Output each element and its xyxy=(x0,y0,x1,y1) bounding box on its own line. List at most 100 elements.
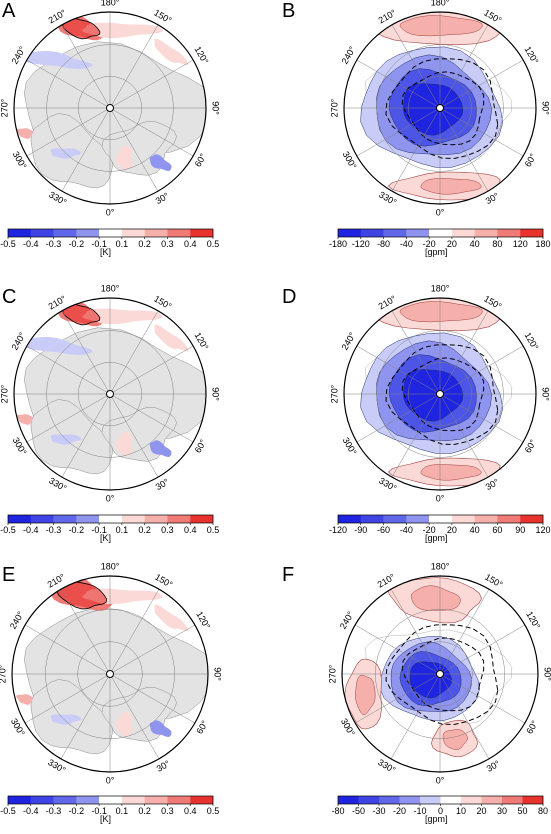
warm-anomaly xyxy=(82,22,163,39)
colorbar-frame xyxy=(7,228,214,238)
colorbar-tick-label: -30 xyxy=(372,806,385,816)
colorbar-tick-label: -60 xyxy=(377,525,390,535)
longitude-label: 270° xyxy=(327,664,337,683)
colorbar-tick-label: -0.1 xyxy=(91,806,107,816)
warm-anomaly xyxy=(82,308,163,325)
climatology-contour xyxy=(385,58,499,159)
meridian-line xyxy=(356,393,441,443)
colorbar-tick-label: 0.5 xyxy=(207,806,220,816)
colorbar-unit: [gpm] xyxy=(425,814,448,824)
positive-anomaly-contour xyxy=(399,15,483,37)
panel-label: D xyxy=(282,286,297,308)
colorbar-segment xyxy=(190,515,214,523)
meridian-line xyxy=(109,107,159,192)
meridian-line xyxy=(109,24,159,109)
colorbar-tick-label: -80 xyxy=(331,806,344,816)
colorbar-segment xyxy=(474,515,498,523)
colorbar-segment xyxy=(360,229,384,237)
colorbar-tick-label: 40 xyxy=(470,525,480,535)
colorbar-tick-label: 0.1 xyxy=(116,239,129,249)
cold-anomaly xyxy=(50,714,82,725)
map-border xyxy=(13,11,207,205)
meridian-line xyxy=(109,624,195,675)
meridian-line xyxy=(439,107,524,157)
longitude-label: 30° xyxy=(484,476,501,492)
climatology-contour xyxy=(385,344,499,445)
meridian-line xyxy=(26,107,111,157)
polar-map-geopotential: 180°150°120°90°60°30°0°330°300°270°240°2… xyxy=(329,283,551,535)
pole-marker xyxy=(106,670,114,678)
colorbar-segment xyxy=(99,229,123,237)
panel-label: E xyxy=(2,564,16,586)
positive-anomaly-contour xyxy=(442,729,468,750)
meridian-line xyxy=(60,589,111,675)
colorbar-segment xyxy=(338,796,359,804)
longitude-label: 90° xyxy=(211,387,221,401)
colorbar-tick-label: -0.4 xyxy=(23,525,39,535)
colorbar-tick-label: 120 xyxy=(513,239,528,249)
meridian-line xyxy=(439,673,490,759)
colorbar-tick-label: -0.1 xyxy=(91,239,107,249)
colorbar-frame xyxy=(7,514,214,524)
warm-anomaly xyxy=(115,712,133,737)
longitude-label: 0° xyxy=(106,207,115,217)
polar-map-temperature: 180°150°120°90°60°30°0°330°300°270°240°2… xyxy=(0,283,221,535)
colorbar-segment xyxy=(383,229,407,237)
colorbar-segment xyxy=(497,515,521,523)
colorbar-tick-label: 90 xyxy=(515,525,525,535)
colorbar-tick-label: 20 xyxy=(447,239,457,249)
meridian-line xyxy=(439,107,489,192)
longitude-label: 270° xyxy=(0,664,7,683)
meridian-line xyxy=(439,345,524,395)
colorbar-tick-label: 0.5 xyxy=(207,525,220,535)
longitude-label: 180° xyxy=(101,561,120,571)
colorbar-segment xyxy=(360,515,384,523)
colorbar-tick-label: -0.4 xyxy=(23,239,39,249)
warm-anomaly xyxy=(16,128,34,139)
meridian-line xyxy=(390,673,441,759)
panel-label: B xyxy=(282,0,296,22)
meridian-line xyxy=(109,345,194,395)
warm-anomaly xyxy=(154,324,189,352)
colorbar: -80 -50 -30 -20 -10 0 10 20 30 50 80 xyxy=(331,795,548,816)
climatology-contour xyxy=(401,637,485,712)
colorbar: -180 -120 -80 -40 -20 20 40 80 120 180 xyxy=(329,228,551,249)
warm-anomaly xyxy=(16,414,34,425)
longitude-label: 180° xyxy=(101,283,120,293)
meridian-line xyxy=(60,673,111,759)
colorbar-segment xyxy=(144,796,168,804)
pole-marker xyxy=(436,104,444,112)
colorbar-tick-label: 0.3 xyxy=(161,239,174,249)
colorbar-tick-label: -0.1 xyxy=(91,525,107,535)
colorbar-segment xyxy=(440,796,462,804)
colorbar-tick-label: -0.4 xyxy=(23,806,39,816)
colorbar-segment xyxy=(481,796,503,804)
meridian-line xyxy=(109,393,194,443)
longitude-label: 60° xyxy=(523,437,539,454)
colorbar-tick-label: 80 xyxy=(492,239,502,249)
meridian-line xyxy=(391,393,441,478)
map-border xyxy=(343,297,537,491)
meridian-line xyxy=(61,393,111,478)
meridian-line xyxy=(439,624,525,675)
colorbar-segment xyxy=(474,229,498,237)
colorbar-tick-label: 30 xyxy=(497,806,507,816)
colorbar: -0.5 -0.4 -0.3 -0.2 -0.1 0.1 0.2 0.3 0.4 0.5 xyxy=(0,795,220,816)
colorbar-tick-label: -120 xyxy=(352,239,370,249)
colorbar-tick-label: 0.3 xyxy=(161,525,174,535)
colorbar-segment xyxy=(383,515,407,523)
meridian-line xyxy=(356,107,441,157)
colorbar-segment xyxy=(167,515,191,523)
colorbar-segment xyxy=(30,229,54,237)
longitude-label: 90° xyxy=(211,101,221,115)
colorbar: -0.5 -0.4 -0.3 -0.2 -0.1 0.1 0.2 0.3 0.4 0.5 xyxy=(0,514,220,535)
colorbar-tick-label: 20 xyxy=(447,525,457,535)
map-border xyxy=(341,575,539,773)
colorbar-tick-label: -80 xyxy=(377,239,390,249)
meridian-line xyxy=(25,673,111,724)
panel-label: F xyxy=(282,564,295,586)
colorbar-segment xyxy=(8,229,31,237)
cold-anomaly xyxy=(149,720,172,737)
colorbar-tick-label: -0.2 xyxy=(69,525,85,535)
cold-anomaly xyxy=(22,336,93,355)
